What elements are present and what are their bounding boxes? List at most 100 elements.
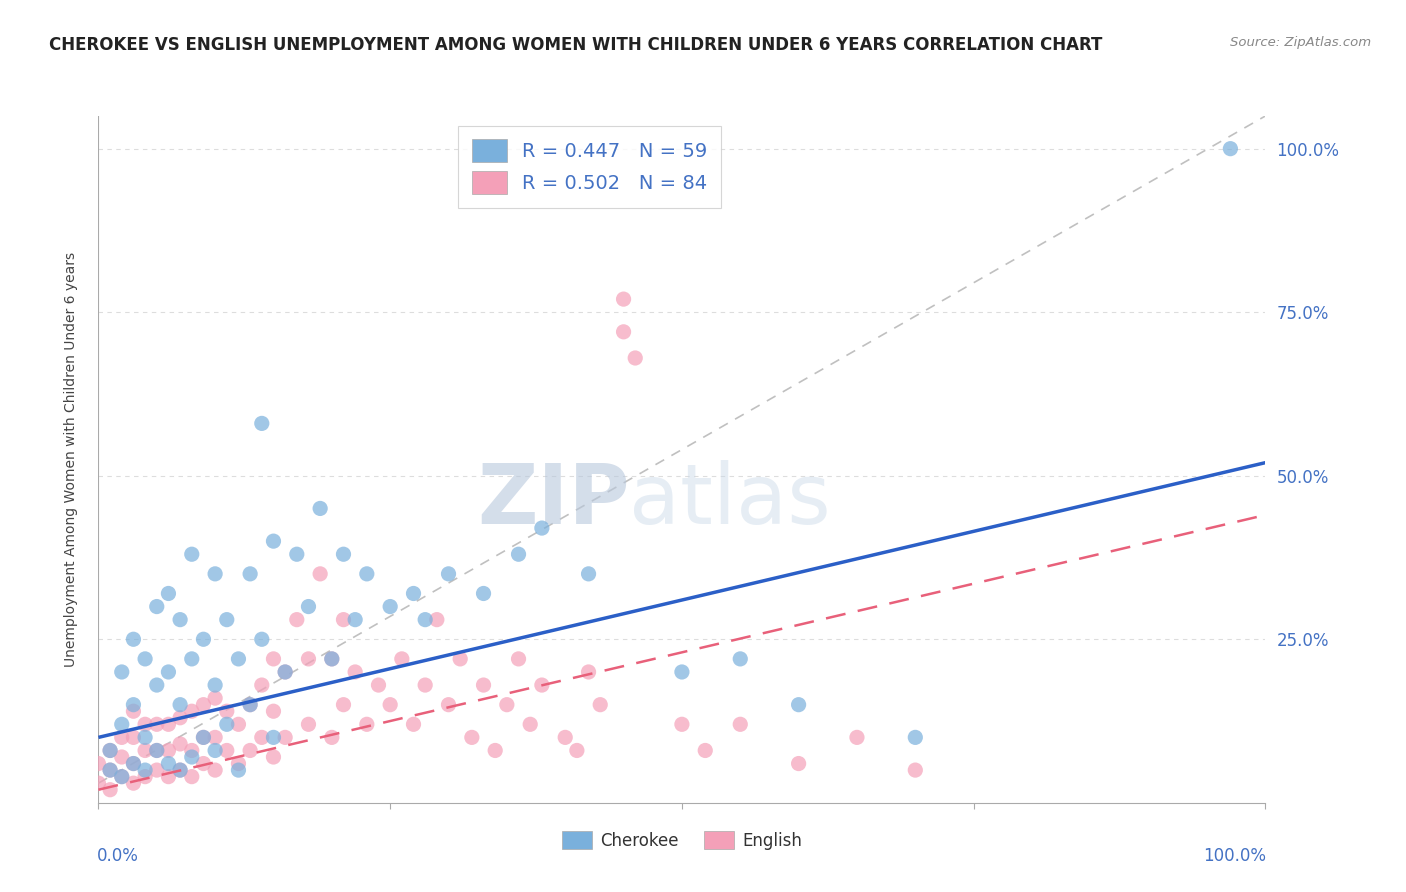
Point [554, 731, 576, 745]
Point [297, 599, 319, 614]
Point [730, 717, 752, 731]
Point [508, 547, 530, 561]
Point [437, 698, 460, 712]
Point [730, 652, 752, 666]
Point [180, 704, 202, 718]
Point [332, 547, 354, 561]
Point [671, 665, 693, 679]
Point [250, 678, 273, 692]
Point [356, 717, 378, 731]
Text: ZIP: ZIP [477, 460, 630, 541]
Point [787, 698, 810, 712]
Point [146, 743, 169, 757]
Y-axis label: Unemployment Among Women with Children Under 6 years: Unemployment Among Women with Children U… [63, 252, 77, 667]
Point [613, 325, 636, 339]
Point [157, 743, 180, 757]
Point [146, 599, 169, 614]
Point [309, 501, 332, 516]
Point [111, 770, 134, 784]
Point [309, 566, 332, 581]
Point [146, 717, 169, 731]
Point [578, 566, 600, 581]
Text: 0.0%: 0.0% [97, 847, 139, 865]
Point [380, 599, 402, 614]
Point [508, 652, 530, 666]
Point [193, 632, 215, 647]
Point [204, 743, 226, 757]
Point [157, 586, 180, 600]
Point [157, 717, 180, 731]
Point [157, 770, 180, 784]
Point [134, 770, 156, 784]
Point [157, 665, 180, 679]
Point [180, 547, 202, 561]
Point [344, 665, 367, 679]
Point [402, 586, 425, 600]
Point [193, 698, 215, 712]
Point [274, 665, 297, 679]
Point [239, 698, 262, 712]
Point [204, 691, 226, 706]
Point [904, 763, 927, 777]
Point [122, 698, 145, 712]
Point [391, 652, 413, 666]
Point [157, 756, 180, 771]
Point [239, 566, 262, 581]
Point [169, 698, 191, 712]
Point [98, 743, 121, 757]
Point [180, 770, 202, 784]
Point [904, 731, 927, 745]
Point [262, 731, 284, 745]
Point [613, 292, 636, 306]
Point [98, 763, 121, 777]
Point [180, 743, 202, 757]
Point [530, 521, 553, 535]
Point [134, 763, 156, 777]
Point [344, 613, 367, 627]
Point [169, 763, 191, 777]
Point [228, 756, 250, 771]
Point [484, 743, 506, 757]
Point [321, 652, 343, 666]
Legend: Cherokee, English: Cherokee, English [555, 825, 808, 856]
Point [496, 698, 519, 712]
Point [262, 652, 284, 666]
Point [262, 750, 284, 764]
Point [122, 776, 145, 790]
Point [846, 731, 869, 745]
Point [180, 750, 202, 764]
Point [1219, 142, 1241, 156]
Point [98, 782, 121, 797]
Point [285, 547, 308, 561]
Point [122, 632, 145, 647]
Text: CHEROKEE VS ENGLISH UNEMPLOYMENT AMONG WOMEN WITH CHILDREN UNDER 6 YEARS CORRELA: CHEROKEE VS ENGLISH UNEMPLOYMENT AMONG W… [49, 36, 1102, 54]
Point [169, 763, 191, 777]
Point [111, 750, 134, 764]
Point [204, 566, 226, 581]
Text: atlas: atlas [630, 460, 831, 541]
Point [274, 731, 297, 745]
Point [134, 743, 156, 757]
Point [402, 717, 425, 731]
Point [146, 763, 169, 777]
Text: Source: ZipAtlas.com: Source: ZipAtlas.com [1230, 36, 1371, 49]
Point [180, 652, 202, 666]
Point [250, 632, 273, 647]
Point [589, 698, 612, 712]
Point [169, 711, 191, 725]
Point [87, 756, 110, 771]
Point [787, 756, 810, 771]
Point [215, 743, 238, 757]
Point [111, 731, 134, 745]
Point [297, 652, 319, 666]
Point [413, 678, 436, 692]
Point [332, 698, 354, 712]
Point [122, 731, 145, 745]
Point [297, 717, 319, 731]
Point [228, 717, 250, 731]
Point [437, 566, 460, 581]
Point [215, 717, 238, 731]
Point [193, 731, 215, 745]
Point [426, 613, 449, 627]
Point [228, 652, 250, 666]
